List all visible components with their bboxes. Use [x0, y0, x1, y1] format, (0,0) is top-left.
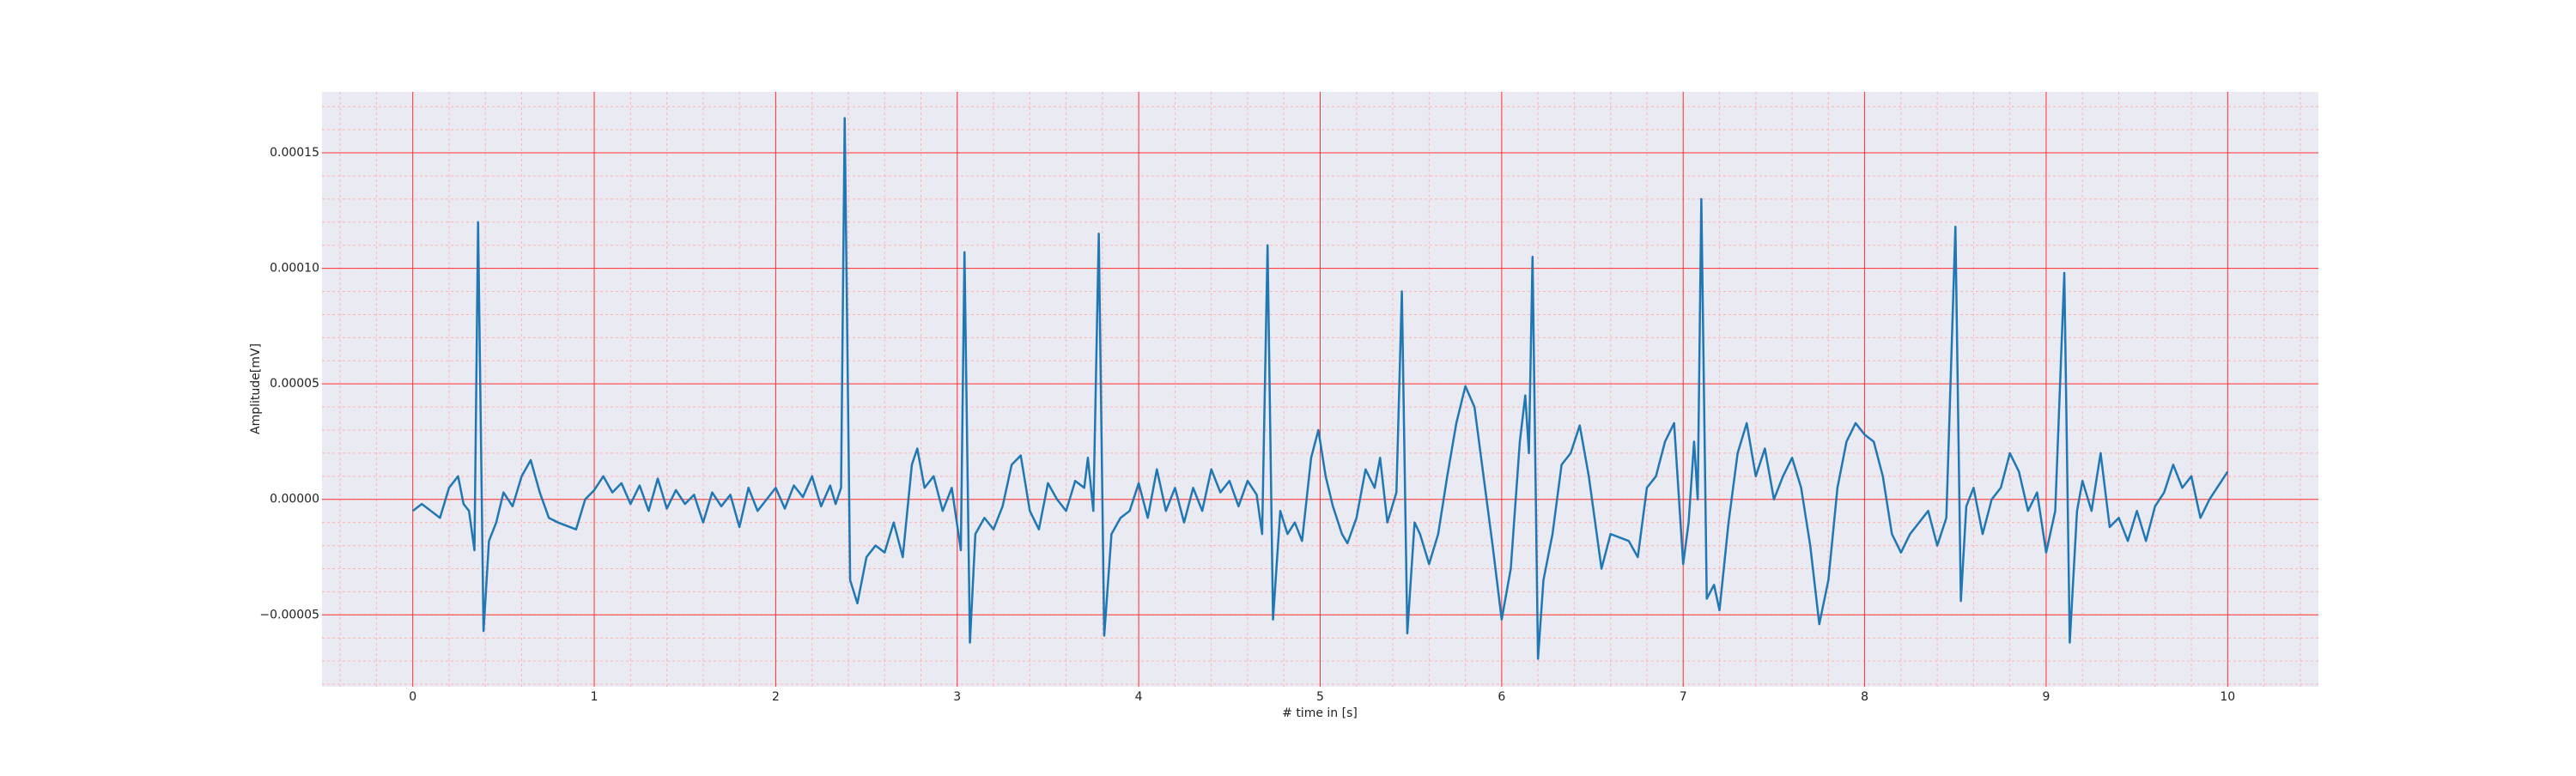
x-tick-label: 6 [1498, 690, 1505, 704]
x-tick-label: 3 [953, 690, 961, 704]
x-tick-label: 5 [1316, 690, 1324, 704]
y-tick-label: 0.00000 [270, 493, 319, 506]
x-tick-label: 8 [1861, 690, 1868, 704]
x-tick-label: 9 [2042, 690, 2050, 704]
series-line [411, 117, 2229, 660]
y-tick-label: −0.00005 [259, 608, 319, 621]
y-tick-label: 0.00015 [270, 146, 319, 160]
x-tick-label: 2 [772, 690, 780, 704]
x-tick-label: 1 [591, 690, 598, 704]
x-tick-label: 4 [1135, 690, 1143, 704]
x-tick-label: 10 [2220, 690, 2235, 704]
x-tick-label: 7 [1680, 690, 1687, 704]
y-tick-label: 0.00010 [270, 262, 319, 276]
x-axis-label: # time in [s] [1282, 706, 1358, 720]
y-axis-label: Amplitude[mV] [249, 343, 263, 434]
y-tick-label: 0.00005 [270, 377, 319, 391]
x-tick-label: 0 [409, 690, 416, 704]
